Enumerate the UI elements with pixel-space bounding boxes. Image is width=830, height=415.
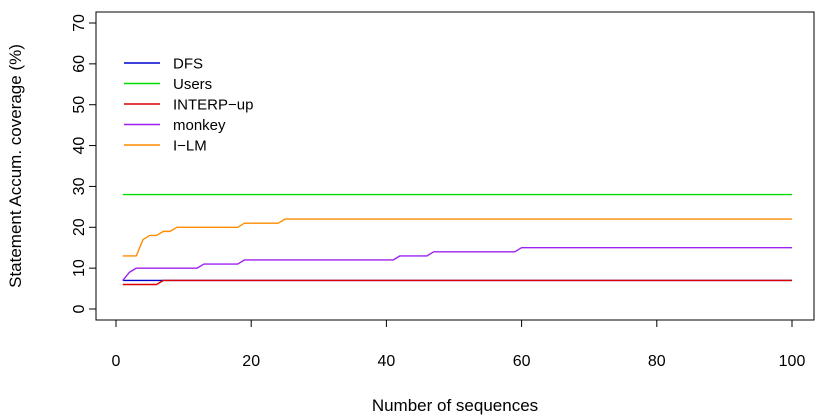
y-tick-label-40: 40: [71, 137, 88, 155]
plot-frame: [95, 11, 815, 321]
legend-label-dfs: DFS: [173, 56, 203, 73]
series-layer: [122, 193, 792, 286]
y-tick-label-60: 60: [71, 55, 88, 73]
y-tick-label-30: 30: [71, 177, 88, 195]
x-tick-label-80: 80: [648, 353, 666, 370]
y-tick-label-0: 0: [71, 304, 88, 313]
x-axis: 0 20 40 60 80 100: [112, 320, 806, 370]
x-axis-title: Number of sequences: [372, 396, 538, 415]
y-tick-label-50: 50: [71, 96, 88, 114]
legend-label-i-lm: I−LM: [173, 138, 207, 155]
series-line-monkey: [122, 247, 792, 281]
x-tick-label-100: 100: [779, 353, 806, 370]
x-tick-label-0: 0: [112, 353, 121, 370]
y-tick-label-20: 20: [71, 218, 88, 236]
legend: DFS Users INTERP−up monkey I−LM: [124, 56, 253, 155]
legend-label-users: Users: [173, 76, 212, 93]
legend-label-interp-up: INTERP−up: [173, 97, 253, 114]
y-axis-title: Statement Accum. coverage (%): [6, 44, 25, 288]
y-tick-label-10: 10: [71, 259, 88, 277]
x-tick-label-20: 20: [242, 353, 260, 370]
legend-label-monkey: monkey: [173, 117, 226, 134]
y-axis: 0 10 20 30 40 50 60 70: [71, 14, 96, 313]
series-line-interp-up: [122, 279, 792, 286]
x-tick-label-60: 60: [513, 353, 531, 370]
x-tick-label-40: 40: [378, 353, 396, 370]
series-line-i-lm: [122, 218, 792, 257]
y-tick-label-70: 70: [71, 14, 88, 32]
